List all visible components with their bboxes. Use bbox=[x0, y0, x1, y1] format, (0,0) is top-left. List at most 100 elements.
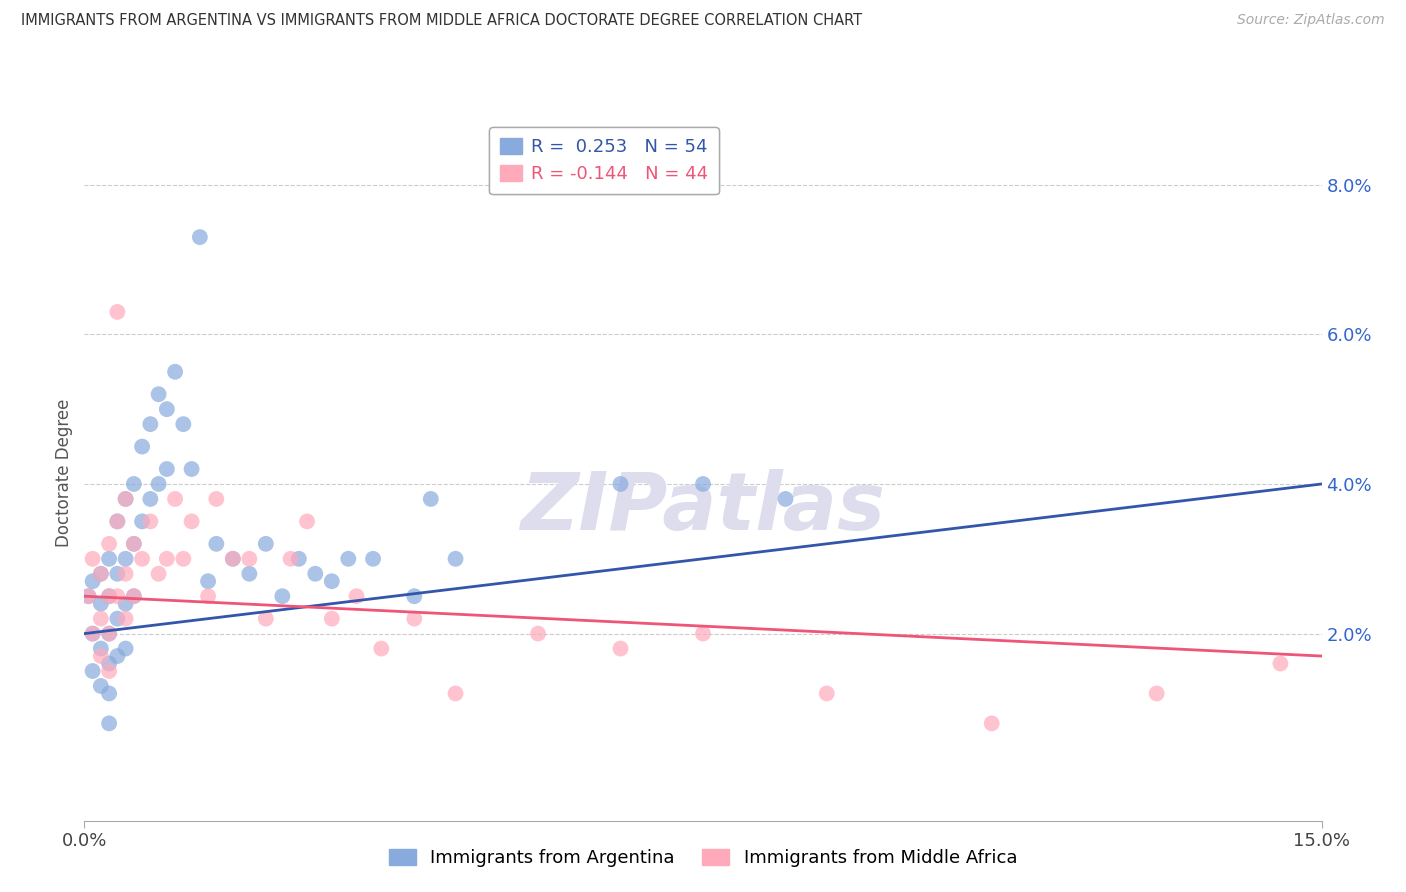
Point bbox=[131, 440, 153, 454]
Point bbox=[122, 537, 145, 551]
Point bbox=[82, 551, 104, 566]
Point bbox=[82, 664, 104, 678]
Point bbox=[131, 551, 153, 566]
Point bbox=[197, 574, 219, 589]
Point bbox=[148, 477, 170, 491]
Point bbox=[98, 716, 121, 731]
Point bbox=[90, 597, 112, 611]
Text: IMMIGRANTS FROM ARGENTINA VS IMMIGRANTS FROM MIDDLE AFRICA DOCTORATE DEGREE CORR: IMMIGRANTS FROM ARGENTINA VS IMMIGRANTS … bbox=[21, 13, 862, 29]
Point bbox=[205, 491, 228, 506]
Point bbox=[114, 641, 136, 656]
Point bbox=[105, 566, 128, 581]
Point bbox=[180, 462, 202, 476]
Point bbox=[122, 537, 145, 551]
Point bbox=[444, 551, 467, 566]
Point bbox=[90, 641, 112, 656]
Point bbox=[90, 612, 112, 626]
Point bbox=[304, 566, 326, 581]
Point bbox=[280, 551, 302, 566]
Point bbox=[105, 515, 128, 529]
Point bbox=[238, 551, 260, 566]
Point bbox=[609, 477, 631, 491]
Point bbox=[254, 537, 277, 551]
Point bbox=[404, 612, 426, 626]
Point bbox=[980, 716, 1002, 731]
Point bbox=[148, 387, 170, 401]
Point bbox=[692, 477, 714, 491]
Point bbox=[180, 515, 202, 529]
Point bbox=[114, 597, 136, 611]
Point bbox=[105, 515, 128, 529]
Point bbox=[114, 491, 136, 506]
Point bbox=[337, 551, 360, 566]
Point bbox=[148, 566, 170, 581]
Legend: R =  0.253   N = 54, R = -0.144   N = 44: R = 0.253 N = 54, R = -0.144 N = 44 bbox=[489, 127, 718, 194]
Point bbox=[609, 641, 631, 656]
Point bbox=[77, 589, 100, 603]
Point bbox=[90, 648, 112, 663]
Point bbox=[205, 537, 228, 551]
Point bbox=[165, 491, 187, 506]
Point bbox=[404, 589, 426, 603]
Point bbox=[288, 551, 311, 566]
Point bbox=[370, 641, 392, 656]
Point bbox=[1270, 657, 1292, 671]
Point bbox=[90, 566, 112, 581]
Point bbox=[105, 648, 128, 663]
Point bbox=[105, 305, 128, 319]
Point bbox=[254, 612, 277, 626]
Y-axis label: Doctorate Degree: Doctorate Degree bbox=[55, 399, 73, 547]
Point bbox=[98, 626, 121, 640]
Point bbox=[122, 589, 145, 603]
Point bbox=[98, 626, 121, 640]
Point bbox=[98, 537, 121, 551]
Point bbox=[82, 626, 104, 640]
Point bbox=[139, 491, 162, 506]
Point bbox=[98, 664, 121, 678]
Legend: Immigrants from Argentina, Immigrants from Middle Africa: Immigrants from Argentina, Immigrants fr… bbox=[381, 841, 1025, 874]
Point bbox=[131, 515, 153, 529]
Point bbox=[361, 551, 384, 566]
Point bbox=[1146, 686, 1168, 700]
Point bbox=[271, 589, 294, 603]
Point bbox=[114, 566, 136, 581]
Point bbox=[419, 491, 441, 506]
Point bbox=[98, 686, 121, 700]
Point bbox=[98, 551, 121, 566]
Point bbox=[775, 491, 797, 506]
Point bbox=[188, 230, 211, 244]
Point bbox=[156, 551, 179, 566]
Point bbox=[238, 566, 260, 581]
Point bbox=[222, 551, 245, 566]
Point bbox=[139, 515, 162, 529]
Point bbox=[815, 686, 838, 700]
Point bbox=[346, 589, 368, 603]
Point bbox=[114, 551, 136, 566]
Point bbox=[321, 574, 343, 589]
Point bbox=[222, 551, 245, 566]
Point bbox=[172, 417, 194, 431]
Point bbox=[98, 657, 121, 671]
Point bbox=[114, 491, 136, 506]
Point bbox=[165, 365, 187, 379]
Point bbox=[82, 626, 104, 640]
Point bbox=[692, 626, 714, 640]
Text: Source: ZipAtlas.com: Source: ZipAtlas.com bbox=[1237, 13, 1385, 28]
Point bbox=[122, 477, 145, 491]
Point bbox=[172, 551, 194, 566]
Text: ZIPatlas: ZIPatlas bbox=[520, 468, 886, 547]
Point bbox=[139, 417, 162, 431]
Point bbox=[114, 612, 136, 626]
Point bbox=[295, 515, 318, 529]
Point bbox=[156, 402, 179, 417]
Point bbox=[90, 566, 112, 581]
Point bbox=[527, 626, 550, 640]
Point bbox=[444, 686, 467, 700]
Point bbox=[105, 612, 128, 626]
Point bbox=[77, 589, 100, 603]
Point bbox=[90, 679, 112, 693]
Point bbox=[321, 612, 343, 626]
Point bbox=[122, 589, 145, 603]
Point bbox=[98, 589, 121, 603]
Point bbox=[156, 462, 179, 476]
